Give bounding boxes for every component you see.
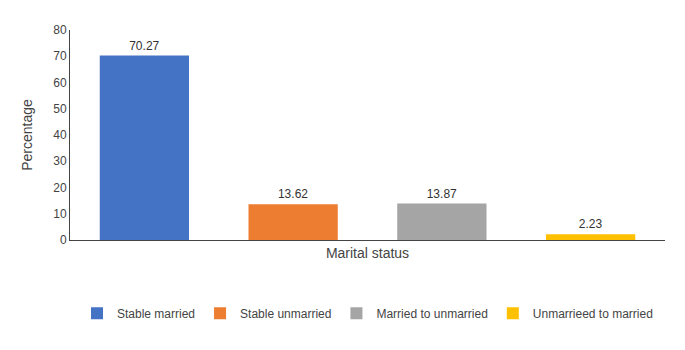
svg-text:Percentage: Percentage (19, 99, 35, 171)
svg-text:Unmarrieed to married: Unmarrieed to married (533, 307, 653, 321)
svg-text:0: 0 (60, 233, 67, 247)
svg-text:20: 20 (53, 181, 67, 195)
svg-text:70.27: 70.27 (129, 39, 159, 53)
svg-text:Married to unmarried: Married to unmarried (376, 307, 487, 321)
svg-text:Stable unmarried: Stable unmarried (240, 307, 331, 321)
svg-text:30: 30 (53, 154, 67, 168)
svg-text:40: 40 (53, 128, 67, 142)
svg-text:70: 70 (53, 49, 67, 63)
svg-text:10: 10 (53, 207, 67, 221)
svg-text:Marital status: Marital status (326, 245, 409, 261)
svg-text:60: 60 (53, 76, 67, 90)
svg-text:13.62: 13.62 (278, 187, 308, 201)
svg-text:13.87: 13.87 (427, 187, 457, 201)
svg-text:2.23: 2.23 (579, 217, 603, 231)
svg-text:80: 80 (53, 23, 67, 37)
svg-text:50: 50 (53, 102, 67, 116)
svg-text:Stable married: Stable married (117, 307, 195, 321)
